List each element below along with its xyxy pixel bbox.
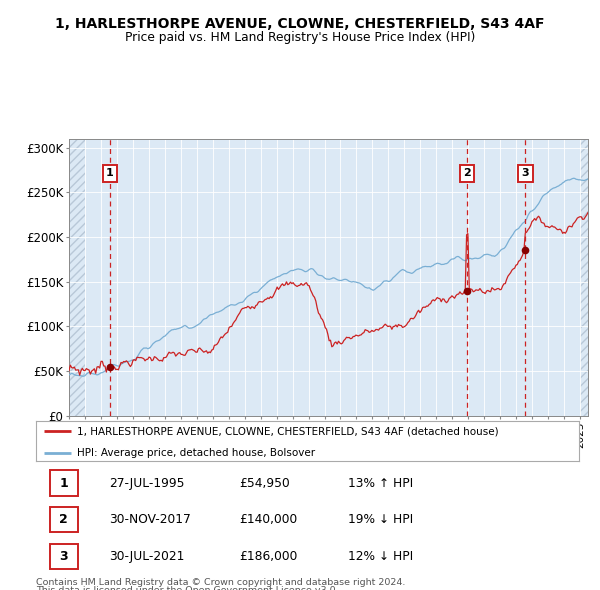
Text: 19% ↓ HPI: 19% ↓ HPI — [348, 513, 413, 526]
Text: 27-JUL-1995: 27-JUL-1995 — [109, 477, 185, 490]
Text: £54,950: £54,950 — [239, 477, 290, 490]
Text: 1, HARLESTHORPE AVENUE, CLOWNE, CHESTERFIELD, S43 4AF: 1, HARLESTHORPE AVENUE, CLOWNE, CHESTERF… — [55, 17, 545, 31]
Text: Price paid vs. HM Land Registry's House Price Index (HPI): Price paid vs. HM Land Registry's House … — [125, 31, 475, 44]
Text: £186,000: £186,000 — [239, 550, 298, 563]
Text: 3: 3 — [59, 550, 68, 563]
Text: 30-JUL-2021: 30-JUL-2021 — [109, 550, 185, 563]
Text: 30-NOV-2017: 30-NOV-2017 — [109, 513, 191, 526]
Text: 13% ↑ HPI: 13% ↑ HPI — [348, 477, 413, 490]
Text: HPI: Average price, detached house, Bolsover: HPI: Average price, detached house, Bols… — [77, 448, 315, 458]
Text: 1, HARLESTHORPE AVENUE, CLOWNE, CHESTERFIELD, S43 4AF (detached house): 1, HARLESTHORPE AVENUE, CLOWNE, CHESTERF… — [77, 427, 499, 436]
Text: 2: 2 — [463, 168, 471, 178]
Text: 12% ↓ HPI: 12% ↓ HPI — [348, 550, 413, 563]
FancyBboxPatch shape — [50, 543, 78, 569]
Text: 2: 2 — [59, 513, 68, 526]
Text: 1: 1 — [59, 477, 68, 490]
Text: 1: 1 — [106, 168, 114, 178]
Text: Contains HM Land Registry data © Crown copyright and database right 2024.: Contains HM Land Registry data © Crown c… — [36, 578, 406, 587]
FancyBboxPatch shape — [50, 470, 78, 496]
Text: 3: 3 — [521, 168, 529, 178]
Bar — [69, 139, 85, 416]
FancyBboxPatch shape — [50, 507, 78, 532]
Text: This data is licensed under the Open Government Licence v3.0.: This data is licensed under the Open Gov… — [36, 586, 338, 590]
Bar — [580, 139, 588, 416]
Text: £140,000: £140,000 — [239, 513, 298, 526]
